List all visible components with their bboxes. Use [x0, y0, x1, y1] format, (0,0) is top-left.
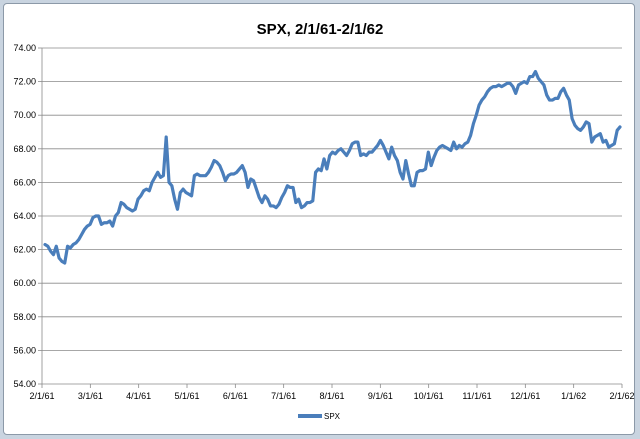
- y-tick-label: 72.00: [13, 77, 36, 87]
- x-tick-label: 1/1/62: [561, 391, 586, 401]
- y-tick-label: 56.00: [13, 345, 36, 355]
- x-tick-label: 2/1/61: [29, 391, 54, 401]
- legend: SPX: [298, 412, 341, 421]
- y-tick-label: 70.00: [13, 110, 36, 120]
- line-chart: SPX, 2/1/61-2/1/62 74.00 72.00 70.00 68.00 6…: [13, 21, 635, 421]
- y-tick-label: 68.00: [13, 144, 36, 154]
- x-tick-label: 3/1/61: [78, 391, 103, 401]
- x-tick-label: 9/1/61: [368, 391, 393, 401]
- y-tick-label: 66.00: [13, 177, 36, 187]
- chart-title: SPX, 2/1/61-2/1/62: [257, 21, 384, 38]
- y-tick-label: 54.00: [13, 379, 36, 389]
- x-tick-label: 5/1/61: [174, 391, 199, 401]
- x-tick-label: 12/1/61: [510, 391, 540, 401]
- y-tick-label: 74.00: [13, 43, 36, 53]
- series-line-spx: [43, 69, 622, 265]
- series-group: [43, 69, 622, 265]
- x-tick-label: 8/1/61: [319, 391, 344, 401]
- x-tick-label: 6/1/61: [223, 391, 248, 401]
- x-axis-ticks: 2/1/61 3/1/61 4/1/61 5/1/61 6/1/61 7/1/61 8/1/…: [29, 384, 635, 401]
- y-axis-ticks: 74.00 72.00 70.00 68.00 66.00 64.00 62.00 60.00…: [13, 43, 42, 389]
- x-tick-label: 2/1/62: [609, 391, 634, 401]
- legend-label-spx: SPX: [324, 412, 341, 421]
- gridlines: [42, 47, 622, 351]
- y-tick-label: 60.00: [13, 278, 36, 288]
- y-tick-label: 58.00: [13, 312, 36, 322]
- y-tick-label: 62.00: [13, 245, 36, 255]
- x-tick-label: 7/1/61: [271, 391, 296, 401]
- x-tick-label: 11/1/61: [462, 391, 491, 401]
- chart-area: SPX, 2/1/61-2/1/62 74.00 72.00 70.00 68.00 6…: [3, 3, 635, 435]
- x-tick-label: 4/1/61: [126, 391, 151, 401]
- y-tick-label: 64.00: [13, 211, 36, 221]
- x-tick-label: 10/1/61: [414, 391, 444, 401]
